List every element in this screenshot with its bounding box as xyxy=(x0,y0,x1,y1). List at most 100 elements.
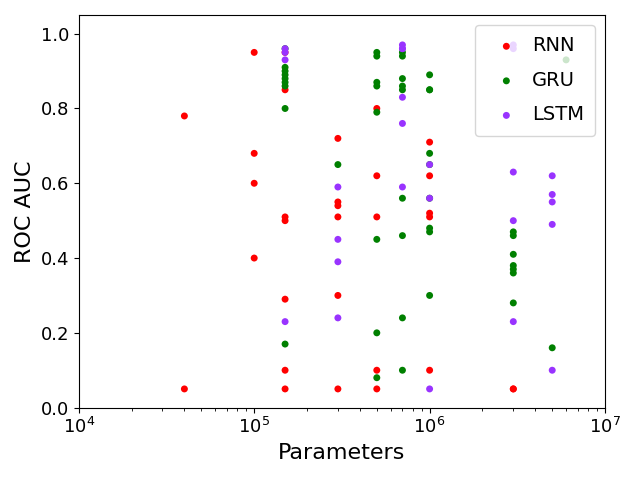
LSTM xyxy=(547,191,557,198)
GRU xyxy=(508,228,518,236)
LSTM xyxy=(508,217,518,225)
GRU xyxy=(424,224,434,232)
GRU xyxy=(424,195,434,202)
GRU xyxy=(547,344,557,352)
RNN xyxy=(280,217,290,225)
GRU xyxy=(398,232,408,239)
LSTM xyxy=(398,45,408,53)
GRU xyxy=(371,236,382,243)
GRU xyxy=(398,314,408,322)
GRU xyxy=(280,64,290,71)
LSTM xyxy=(508,45,518,53)
GRU xyxy=(424,161,434,168)
LSTM xyxy=(547,220,557,228)
LSTM xyxy=(547,367,557,374)
LSTM xyxy=(547,198,557,206)
RNN xyxy=(249,254,259,262)
RNN xyxy=(249,49,259,56)
RNN xyxy=(333,135,343,142)
LSTM xyxy=(280,56,290,64)
LSTM xyxy=(333,236,343,243)
GRU xyxy=(371,49,382,56)
Legend: RNN, GRU, LSTM: RNN, GRU, LSTM xyxy=(475,25,595,136)
LSTM xyxy=(424,161,434,168)
RNN xyxy=(333,213,343,221)
GRU xyxy=(424,150,434,157)
LSTM xyxy=(398,41,408,49)
GRU xyxy=(508,262,518,270)
LSTM xyxy=(508,168,518,176)
GRU xyxy=(508,250,518,258)
GRU xyxy=(508,269,518,277)
GRU xyxy=(508,299,518,307)
GRU xyxy=(398,82,408,90)
RNN xyxy=(280,295,290,303)
RNN xyxy=(371,385,382,393)
RNN xyxy=(371,172,382,180)
GRU xyxy=(424,292,434,299)
LSTM xyxy=(280,318,290,326)
GRU xyxy=(371,82,382,90)
RNN xyxy=(333,292,343,299)
GRU xyxy=(371,374,382,381)
LSTM xyxy=(280,49,290,56)
RNN xyxy=(371,213,382,221)
GRU xyxy=(371,329,382,337)
RNN xyxy=(280,86,290,94)
RNN xyxy=(424,213,434,221)
LSTM xyxy=(424,195,434,202)
GRU xyxy=(424,86,434,94)
RNN xyxy=(280,213,290,221)
LSTM xyxy=(547,172,557,180)
GRU xyxy=(371,109,382,116)
GRU xyxy=(398,86,408,94)
GRU xyxy=(398,52,408,60)
GRU xyxy=(398,195,408,202)
LSTM xyxy=(398,45,408,53)
GRU xyxy=(280,45,290,53)
GRU xyxy=(398,49,408,56)
RNN xyxy=(424,367,434,374)
GRU xyxy=(333,161,343,168)
GRU xyxy=(371,52,382,60)
GRU xyxy=(280,340,290,348)
RNN xyxy=(179,385,190,393)
RNN xyxy=(424,138,434,146)
GRU xyxy=(280,75,290,82)
LSTM xyxy=(398,120,408,127)
RNN xyxy=(249,150,259,157)
RNN xyxy=(179,112,190,120)
RNN xyxy=(280,49,290,56)
LSTM xyxy=(333,314,343,322)
Y-axis label: ROC AUC: ROC AUC xyxy=(15,160,35,262)
RNN xyxy=(424,172,434,180)
GRU xyxy=(398,75,408,82)
RNN xyxy=(280,385,290,393)
GRU xyxy=(424,228,434,236)
RNN xyxy=(508,385,518,393)
LSTM xyxy=(508,318,518,326)
RNN xyxy=(371,367,382,374)
RNN xyxy=(249,179,259,187)
GRU xyxy=(508,265,518,273)
LSTM xyxy=(280,45,290,53)
LSTM xyxy=(398,93,408,101)
RNN xyxy=(280,367,290,374)
GRU xyxy=(280,82,290,90)
LSTM xyxy=(508,41,518,49)
GRU xyxy=(280,67,290,75)
RNN xyxy=(508,385,518,393)
GRU xyxy=(561,56,571,64)
RNN xyxy=(333,202,343,209)
RNN xyxy=(333,198,343,206)
GRU xyxy=(424,86,434,94)
GRU xyxy=(280,105,290,112)
RNN xyxy=(424,209,434,217)
GRU xyxy=(424,71,434,79)
GRU xyxy=(280,71,290,79)
GRU xyxy=(280,78,290,86)
GRU xyxy=(508,232,518,239)
LSTM xyxy=(333,258,343,266)
LSTM xyxy=(398,183,408,191)
GRU xyxy=(398,367,408,374)
